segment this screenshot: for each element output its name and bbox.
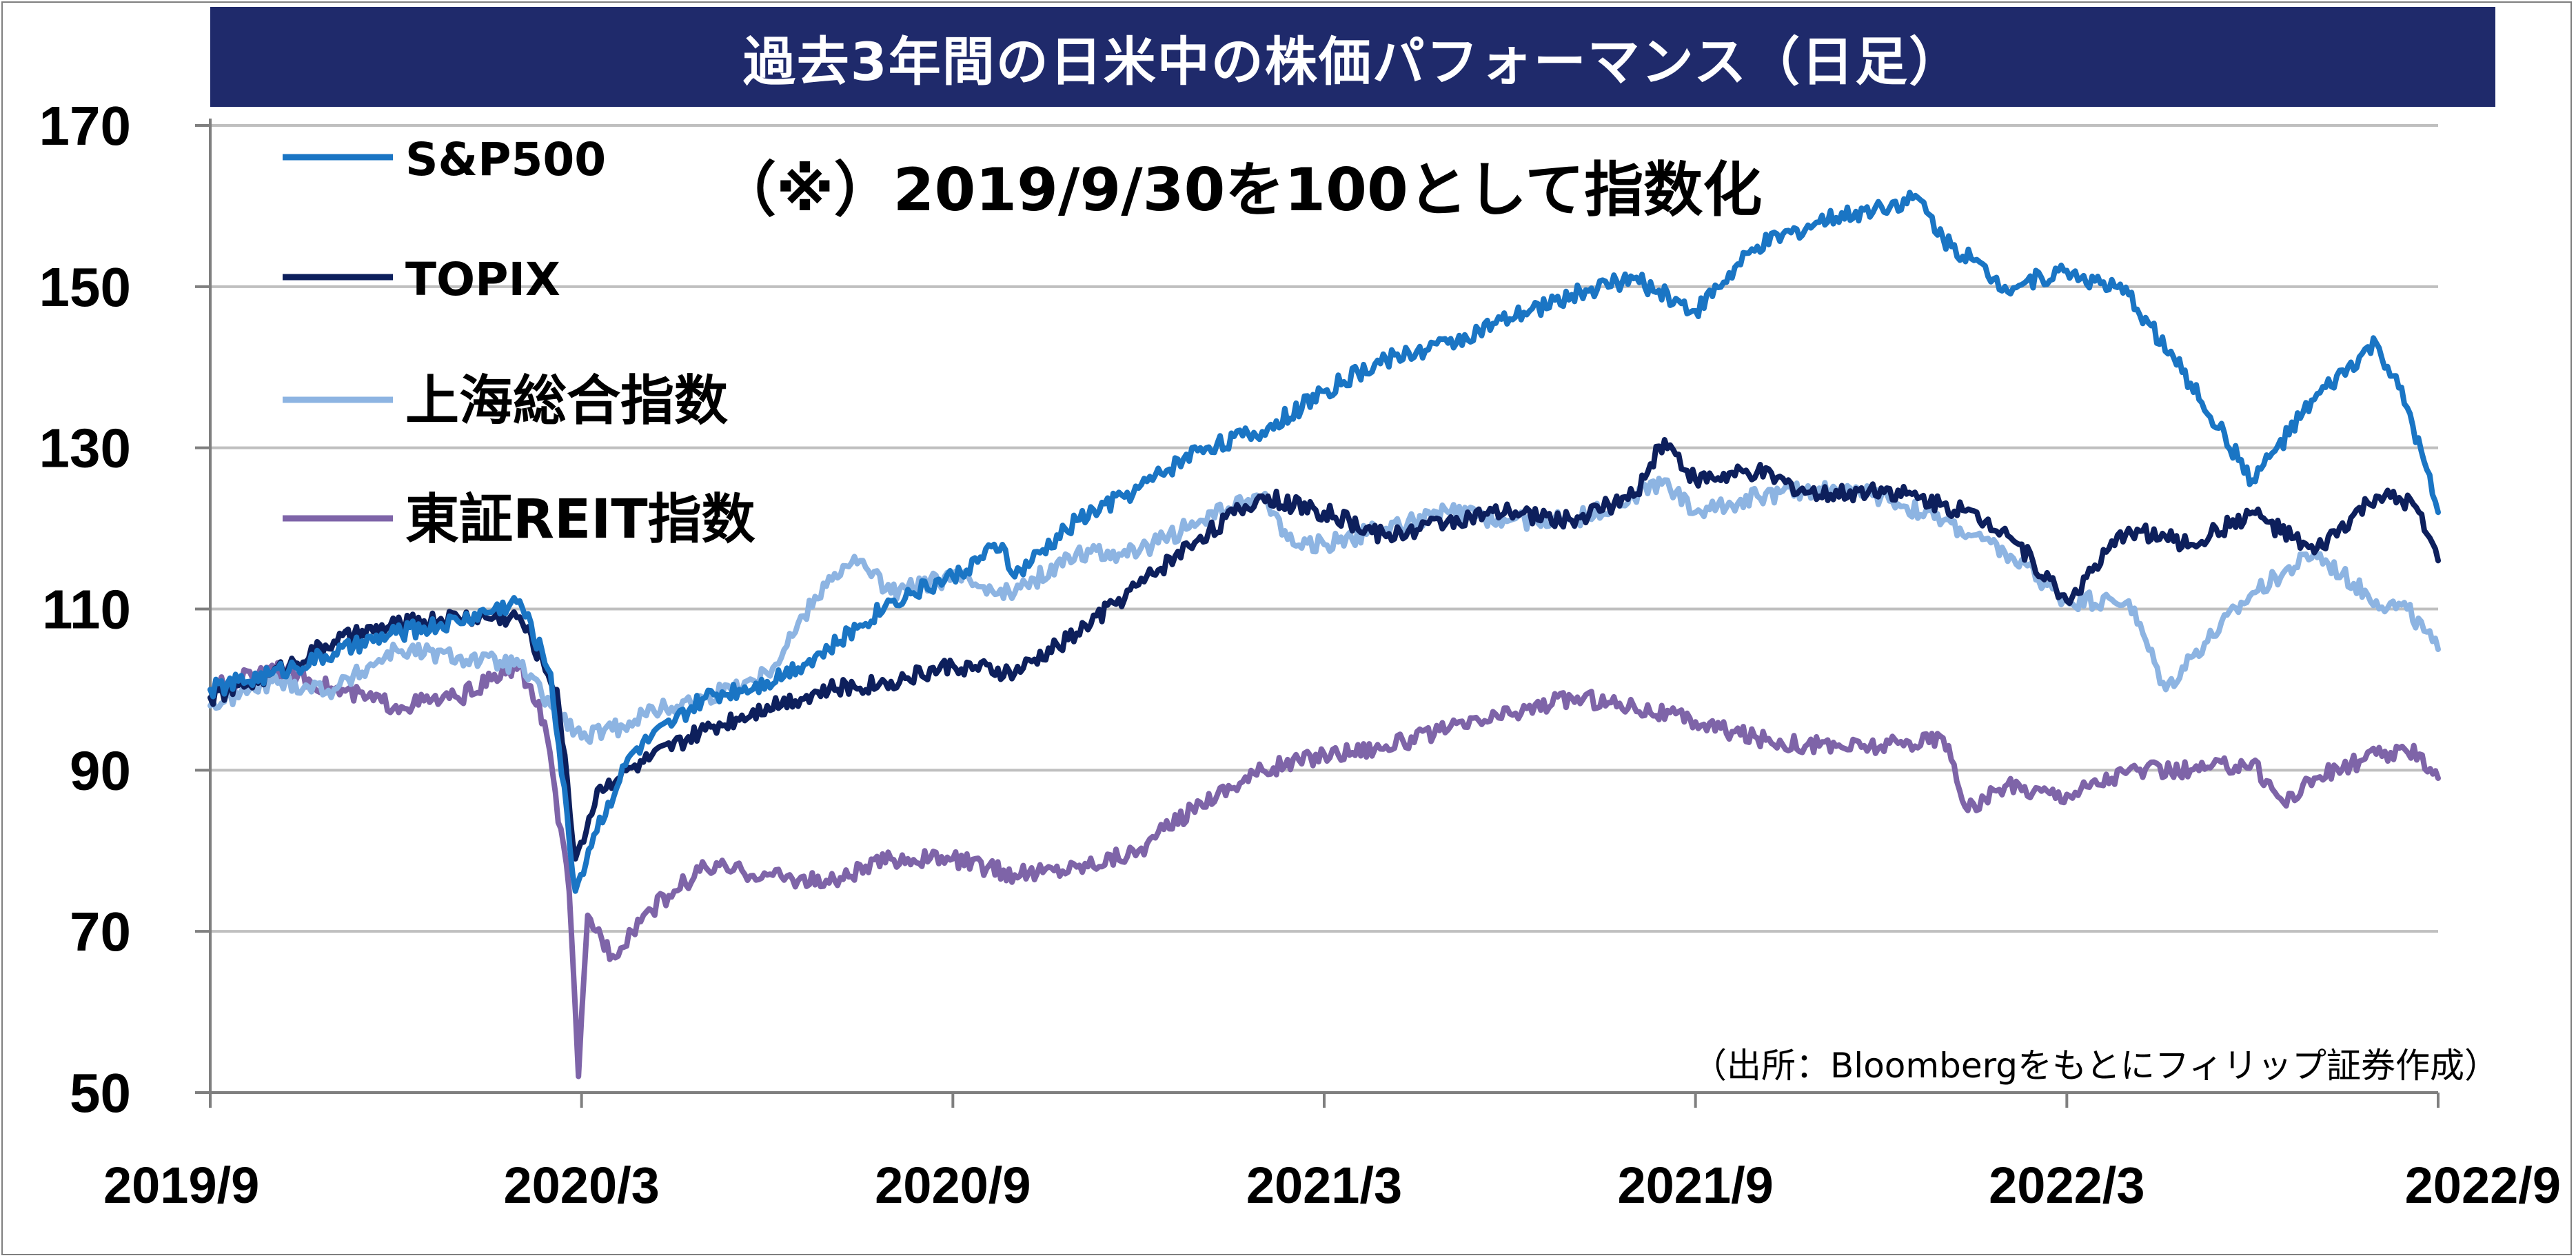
chart-title: 過去3年間の日米中の株価パフォーマンス（日足） bbox=[742, 30, 1963, 92]
x-tick-label-5: 2022/3 bbox=[1989, 1157, 2144, 1214]
axes bbox=[195, 119, 2440, 1108]
y-tick-label-170: 170 bbox=[39, 95, 131, 156]
series-line-reit bbox=[207, 658, 2441, 1079]
y-tick-label-90: 90 bbox=[70, 740, 131, 801]
x-tick-label-1: 2020/3 bbox=[503, 1157, 659, 1214]
title-bar: 過去3年間の日米中の株価パフォーマンス（日足） bbox=[210, 7, 2495, 107]
y-tick-label-130: 130 bbox=[39, 418, 131, 479]
x-tick-label-3: 2021/3 bbox=[1246, 1157, 1402, 1214]
source-note: （出所：Bloombergをもとにフィリップ証券作成） bbox=[1692, 1046, 2499, 1086]
y-tick-label-70: 70 bbox=[70, 901, 131, 962]
legend: S&P500 TOPIX 上海総合指数 東証REIT指数 bbox=[283, 133, 755, 551]
legend-label-sp500: S&P500 bbox=[405, 133, 606, 186]
x-tick-labels: 2019/9 2020/3 2020/9 2021/3 2021/9 2022/3 2022… bbox=[103, 1157, 2561, 1214]
x-tick-label-0: 2019/9 bbox=[103, 1157, 259, 1214]
legend-label-reit: 東証REIT指数 bbox=[405, 489, 755, 551]
y-tick-labels: 50 70 90 110 130 150 170 bbox=[39, 95, 131, 1124]
x-tick-label-2: 2020/9 bbox=[875, 1157, 1031, 1214]
series-lines bbox=[207, 190, 2441, 1079]
x-tick-label-4: 2021/9 bbox=[1617, 1157, 1773, 1214]
series-line-topix bbox=[207, 437, 2441, 862]
series-line-sp500 bbox=[207, 190, 2441, 894]
legend-label-shanghai: 上海総合指数 bbox=[405, 370, 728, 432]
y-tick-label-110: 110 bbox=[42, 579, 131, 640]
y-tick-label-150: 150 bbox=[39, 256, 131, 318]
grid-lines bbox=[210, 124, 2438, 933]
y-tick-label-50: 50 bbox=[70, 1062, 131, 1124]
index-note: （※）2019/9/30を100として指数化 bbox=[717, 156, 1762, 225]
x-tick-label-6: 2022/9 bbox=[2405, 1157, 2561, 1214]
legend-label-topix: TOPIX bbox=[405, 253, 560, 306]
